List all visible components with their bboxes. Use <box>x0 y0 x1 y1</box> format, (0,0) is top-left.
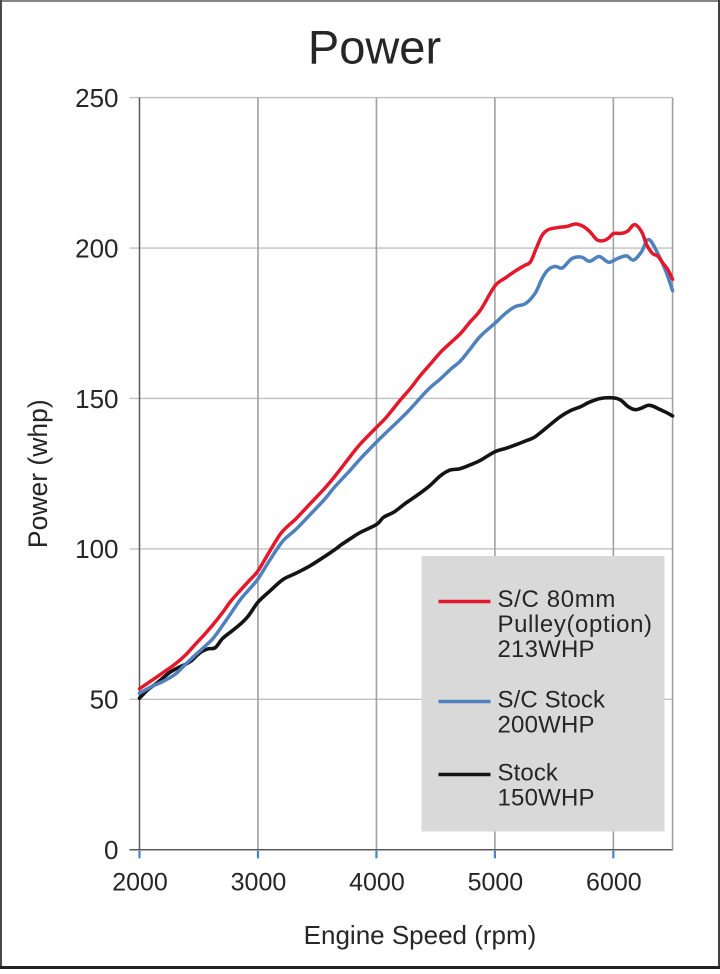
svg-text:100: 100 <box>75 534 118 564</box>
svg-text:50: 50 <box>90 685 119 715</box>
svg-text:Stock: Stock <box>498 760 559 787</box>
svg-text:Pulley(option): Pulley(option) <box>498 611 653 638</box>
svg-text:5000: 5000 <box>468 869 524 897</box>
svg-text:4000: 4000 <box>349 869 405 897</box>
svg-text:Power (whp): Power (whp) <box>23 399 53 548</box>
svg-text:6000: 6000 <box>586 869 642 897</box>
svg-text:0: 0 <box>104 835 118 865</box>
svg-text:200: 200 <box>75 233 118 263</box>
svg-text:3000: 3000 <box>231 869 287 897</box>
svg-text:S/C 80mm: S/C 80mm <box>498 586 617 613</box>
svg-text:213WHP: 213WHP <box>498 636 595 663</box>
svg-text:S/C Stock: S/C Stock <box>498 687 606 714</box>
svg-text:200WHP: 200WHP <box>498 712 595 739</box>
svg-text:150WHP: 150WHP <box>498 785 595 812</box>
svg-text:Engine Speed (rpm): Engine Speed (rpm) <box>304 920 537 950</box>
svg-text:250: 250 <box>75 83 118 113</box>
svg-text:2000: 2000 <box>112 869 168 897</box>
svg-text:Power: Power <box>308 21 441 74</box>
svg-text:150: 150 <box>75 384 118 414</box>
